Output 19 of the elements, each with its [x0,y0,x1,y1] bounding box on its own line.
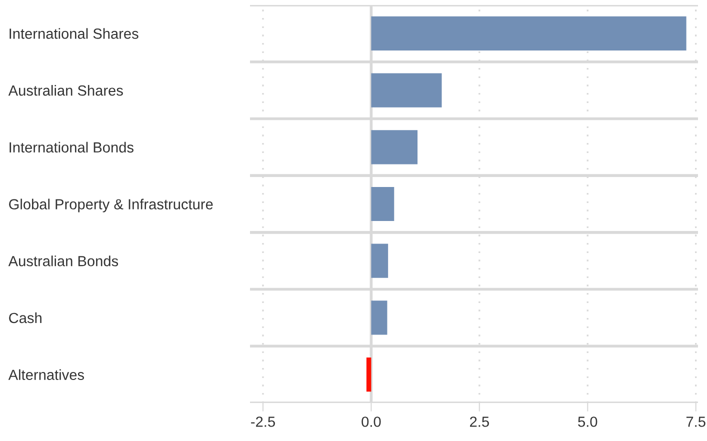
x-tick-label: 7.5 [686,416,706,427]
bar [366,358,372,392]
bar [371,73,442,108]
y-tick-label: Australian Shares [8,85,123,96]
x-tick-label: -2.5 [251,416,275,427]
bar [371,300,388,335]
x-tick-label: 2.5 [470,416,489,427]
y-tick-label: International Shares [10,28,138,39]
bar [371,244,388,278]
y-tick-label: International Bonds [10,142,134,153]
bar [371,186,394,222]
x-tick-label: 5.0 [578,416,598,427]
y-tick-label: Global Property & Infrastructure [9,198,213,212]
y-tick-label: Australian Bonds [8,256,118,266]
x-tick-label: 0.0 [362,416,381,427]
y-tick-label: Cash [9,312,42,324]
bar [371,130,418,164]
bar [371,16,686,50]
y-tick-label: Alternatives [8,369,84,380]
